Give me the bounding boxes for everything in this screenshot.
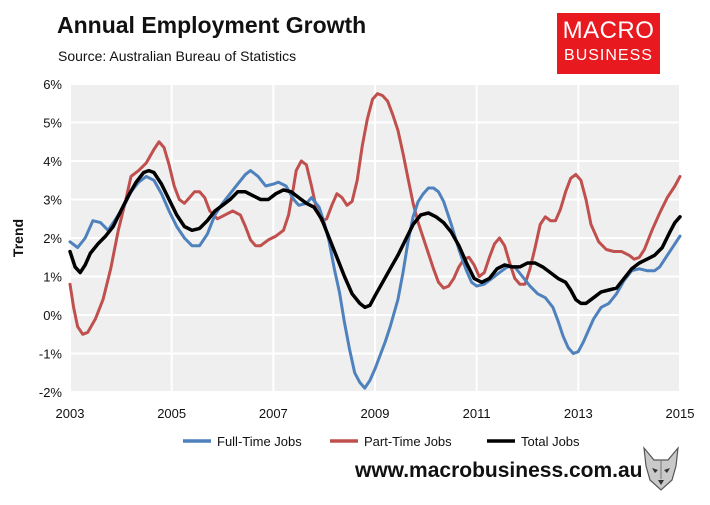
- gridlines: [69, 83, 681, 393]
- legend-item: Total Jobs: [487, 434, 580, 449]
- y-tick-label: -1%: [39, 347, 63, 362]
- y-tick-label: 0%: [43, 308, 62, 323]
- x-tick-label: 2007: [259, 406, 288, 421]
- y-tick-label: 1%: [43, 270, 62, 285]
- x-tick-label: 2011: [463, 406, 491, 421]
- y-tick-label: 2%: [43, 231, 62, 246]
- chart-title: Annual Employment Growth: [57, 12, 367, 38]
- y-tick-label: 4%: [43, 154, 62, 169]
- y-axis-label: Trend: [10, 219, 26, 257]
- x-tick-label: 2013: [564, 406, 593, 421]
- x-tick-label: 2005: [157, 406, 186, 421]
- macrobusiness-logo[interactable]: MACRO BUSINESS: [557, 13, 660, 74]
- series-line-part-time-jobs: [68, 92, 682, 336]
- x-axis-ticks: 2003 2005 2007 2009 2011 2013 2015: [56, 406, 695, 421]
- y-tick-label: 3%: [43, 193, 62, 208]
- legend-label: Total Jobs: [521, 434, 580, 449]
- legend-label: Part-Time Jobs: [364, 434, 452, 449]
- series-line-total-jobs: [68, 168, 682, 310]
- x-tick-label: 2009: [361, 406, 390, 421]
- y-tick-label: 5%: [43, 116, 62, 131]
- legend: Full-Time Jobs Part-Time Jobs Total Jobs: [183, 434, 580, 449]
- website-url: www.macrobusiness.com.au: [355, 459, 643, 482]
- y-tick-label: -2%: [39, 385, 63, 400]
- legend-item: Part-Time Jobs: [330, 434, 452, 449]
- y-tick-label: 6%: [43, 77, 62, 92]
- series-lines: [68, 92, 682, 390]
- y-axis-ticks: -2% -1% 0% 1% 2% 3% 4% 5% 6%: [39, 77, 63, 400]
- x-tick-label: 2003: [56, 406, 85, 421]
- chart-source: Source: Australian Bureau of Statistics: [58, 48, 297, 64]
- legend-label: Full-Time Jobs: [217, 434, 302, 449]
- x-tick-label: 2015: [666, 406, 695, 421]
- logo-line-macro: MACRO: [562, 17, 655, 44]
- series-line-full-time-jobs: [68, 169, 682, 390]
- logo-line-business: BUSINESS: [564, 47, 653, 64]
- legend-item: Full-Time Jobs: [183, 434, 302, 449]
- wolf-mascot-icon: [643, 446, 679, 491]
